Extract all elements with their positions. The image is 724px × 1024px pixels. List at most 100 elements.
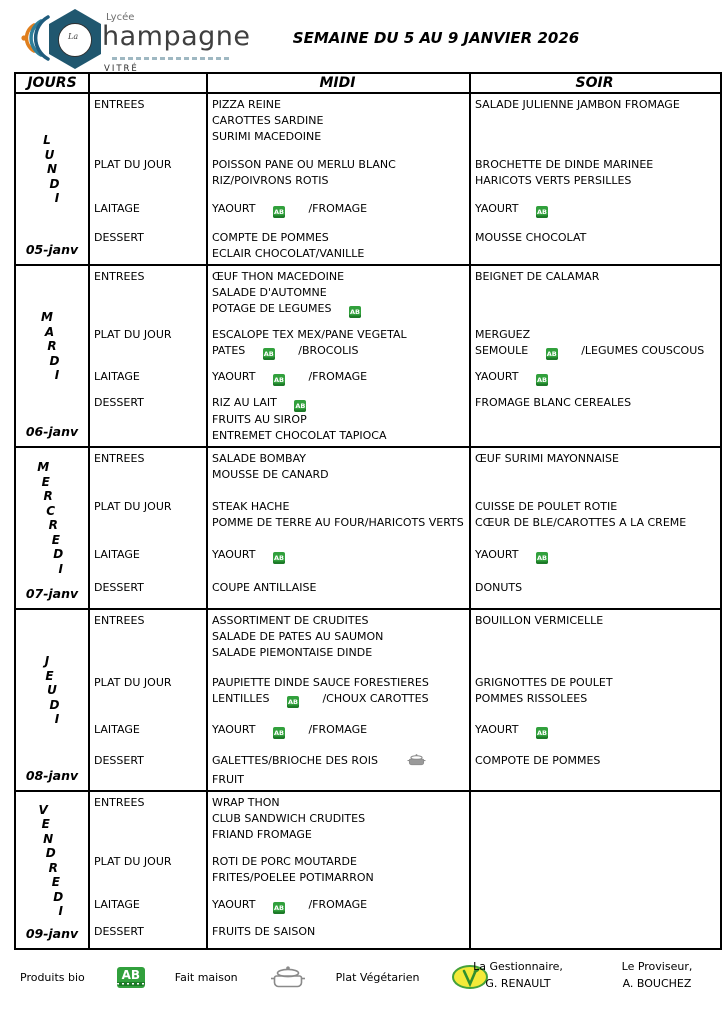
menu-line-text: FRITES/POELEE POTIMARRON [212,870,374,884]
header-jours: JOURS [27,75,77,91]
column-divider [469,74,471,92]
menu-line-text: SEMOULE [475,344,532,357]
day-letter: M [37,460,50,475]
menu-line: COMPOTE DE POMMES [475,753,716,769]
menu-line-text: FROMAGE BLANC CEREALES [475,396,632,409]
menu-line-text: ESCALOPE TEX MEX/PANE VEGETAL [212,328,407,341]
menu-line: POMME DE TERRE AU FOUR/HARICOTS VERTS [212,515,465,531]
soir-cell: BEIGNET DE CALAMAR [469,269,720,318]
menu-line-text: COUPE ANTILLAISE [212,581,317,595]
menu-line: SALADE D'AUTOMNE [212,285,465,301]
menu-line-text: RIZ/POIVRONS ROTIS [212,174,329,187]
course-label: DESSERT [94,231,144,244]
menu-line-text: /BROCOLIS [294,344,359,357]
day-name-cell: M E R C R E D I 07-janv [16,451,88,606]
menu-line: BOUILLON VERMICELLE [475,613,716,629]
day-letter: E [51,532,60,547]
soir-cell: GRIGNOTTES DE POULET POMMES RISSOLEES [469,675,720,708]
day-letter: D [49,353,60,368]
bio-ab-icon: AB [272,206,285,218]
menu-line-text: YAOURT [475,548,522,562]
menu-line-text: FRUITS DE SAISON [212,925,316,939]
menu-line-text: ŒUF SURIMI MAYONNAISE [475,452,619,465]
menu-line: ECLAIR CHOCOLAT/VANILLE [212,246,465,262]
midi-cell: COUPE ANTILLAISE [206,580,469,606]
menu-line-text: SALADE D'AUTOMNE [212,286,327,299]
header-soir: SOIR [575,75,614,91]
bio-ab-icon: AB [535,727,548,739]
menu-line-text: PATES [212,344,249,357]
legend-item-bio: Produits bio AB [20,966,145,988]
menu-line-text: CŒUR DE BLE/CAROTTES A LA CREME [475,516,687,530]
course-label: LAITAGE [94,370,140,383]
page-title: SEMAINE DU 5 AU 9 JANVIER 2026 [292,29,580,47]
day-letter: D [53,889,64,904]
menu-line-text: SALADE BOMBAY [212,452,306,465]
day-letter: I [58,561,64,576]
column-divider [206,610,208,790]
menu-line: WRAP THON [212,795,465,811]
menu-line: SALADE PIEMONTAISE DINDE [212,645,465,661]
menu-line-text: /FROMAGE [304,202,368,215]
day-letter: D [45,846,56,860]
soir-cell: YAOURT AB [469,547,720,574]
logo-hexagon-graphic: La [21,9,101,69]
midi-cell: YAOURT AB /FROMAGE [206,722,469,739]
menu-line-text: SALADE JULIENNE JAMBON FROMAGE [475,98,680,111]
menu-line-text: /FROMAGE [304,897,368,911]
menu-line: SALADE JULIENNE JAMBON FROMAGE [475,97,716,113]
signature-role: La Gestionnaire, [473,960,563,973]
day-letter: L [43,133,51,148]
menu-line: FRITES/POELEE POTIMARRON [212,870,465,886]
day-date: 05-janv [25,242,79,257]
menu-line-text: /CHOUX CAROTTES [318,692,429,705]
menu-line: SALADE DE PATES AU SAUMON [212,629,465,645]
day-date: 06-janv [25,424,79,439]
column-divider [206,266,208,446]
course-label: LAITAGE [94,548,140,562]
day-row: M A R D I 06-janv ENTREES ŒUF THON MACEDOINE SAL… [16,266,720,448]
table-header-row: JOURS MIDI SOIR [16,74,720,94]
menu-line: PAUPIETTE DINDE SAUCE FORESTIERES [212,675,465,691]
course-label: DESSERT [94,754,144,767]
menu-line: YAOURT AB [475,722,716,739]
menu-line: ASSORTIMENT DE CRUDITES [212,613,465,629]
menu-line-text: SALADE DE PATES AU SAUMON [212,630,384,643]
day-date: 09-janv [25,926,79,941]
menu-line: PATES AB /BROCOLIS [212,343,465,360]
signature-gestionnaire: La Gestionnaire, G. RENAULT [438,958,598,992]
menu-line-text: ENTREMET CHOCOLAT TAPIOCA [212,429,387,442]
bio-ab-icon: AB [294,400,307,412]
day-letter: M [41,310,53,325]
menu-line-text: /LEGUMES COUSCOUS [577,344,705,357]
menu-line: YAOURT AB [475,201,716,218]
menu-line-text: MERGUEZ [475,328,531,341]
menu-line-text: ROTI DE PORC MOUTARDE [212,854,357,868]
bio-ab-icon: AB [535,552,548,565]
soir-cell: COMPOTE DE POMMES [469,753,720,788]
menu-line-text: CUISSE DE POULET ROTIE [475,500,618,514]
midi-cell: FRUITS DE SAISON [206,924,469,946]
menu-line-text: MOUSSE CHOCOLAT [475,231,587,244]
soir-cell: MERGUEZ SEMOULE AB /LEGUMES COUSCOUS [469,327,720,360]
menu-line: FRUITS DE SAISON [212,924,465,940]
logo-tagline-illegible [112,57,232,60]
midi-cell: YAOURT AB [206,547,469,574]
day-letter: U [47,683,57,698]
bio-ab-icon: AB [272,727,285,739]
course-label: ENTREES [94,270,145,283]
soir-cell [469,897,720,920]
menu-line: YAOURT AB /FROMAGE [212,369,465,386]
menu-line-text: FRUIT [212,773,244,786]
menu-line-text: STEAK HACHE [212,500,290,514]
menu-line-text: DONUTS [475,581,523,595]
course-label: LAITAGE [94,723,140,736]
course-label: ENTREES [94,796,145,809]
menu-line-text: PAUPIETTE DINDE SAUCE FORESTIERES [212,676,429,689]
menu-line-text: YAOURT [475,370,522,383]
midi-cell: PIZZA REINE CAROTTES SARDINE SURIMI MACEDO… [206,97,469,145]
menu-line-text: YAOURT [212,202,259,215]
